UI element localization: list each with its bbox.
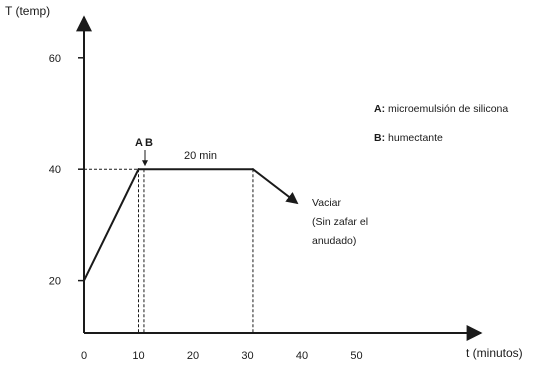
series-group	[83, 168, 299, 282]
y-tick-label: 40	[49, 164, 61, 176]
note-b-text: humectante	[385, 132, 443, 144]
y-tick-label: 60	[49, 53, 61, 65]
note-b: B: humectante	[374, 132, 443, 144]
x-tick-label: 30	[241, 350, 253, 362]
end-label-line-2: (Sin zafar el	[312, 216, 368, 228]
guide-lines	[84, 168, 254, 333]
x-tick-label: 10	[132, 350, 144, 362]
x-tick-label: 40	[296, 350, 308, 362]
y-tick-label: 20	[49, 276, 61, 288]
x-tick-label: 50	[350, 350, 362, 362]
hold-duration-label: 20 min	[184, 150, 217, 162]
y-axis-label: T (temp)	[5, 4, 50, 18]
x-axis-label: t (minutos)	[466, 346, 523, 360]
axis-ticks: 0 10 20 30 40 50 20 40 60	[49, 53, 363, 362]
note-a-text: microemulsión de silicona	[385, 103, 508, 115]
note-a-key: A:	[374, 103, 385, 115]
marker-b-label: B	[145, 137, 153, 149]
series-segment	[251, 168, 299, 205]
note-a: A: microemulsión de silicona	[374, 103, 508, 115]
marker-a-label: A	[135, 137, 143, 149]
series-segment	[83, 168, 140, 282]
x-tick-label: 0	[81, 350, 87, 362]
end-label-line-3: anudado)	[312, 235, 356, 247]
end-label-line-1: Vaciar	[312, 197, 341, 209]
x-tick-label: 20	[187, 350, 199, 362]
note-b-key: B:	[374, 132, 385, 144]
